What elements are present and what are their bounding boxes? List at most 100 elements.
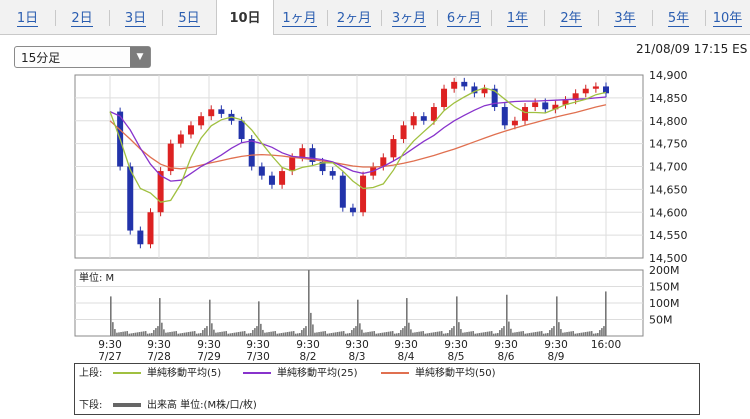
candle-body: [420, 116, 427, 121]
tab-separator: [381, 10, 382, 26]
volume-bar: [490, 331, 493, 336]
volume-bar: [542, 333, 545, 336]
volume-bar: [128, 333, 131, 336]
volume-bar: [122, 331, 124, 336]
volume-bar: [146, 333, 149, 336]
tab-10[interactable]: 2年: [544, 0, 598, 34]
volume-bar: [424, 333, 427, 336]
legend-label-volume: 出来高 単位:(M株/口/枚): [147, 400, 257, 411]
volume-bar: [375, 333, 378, 336]
volume-bar: [478, 333, 481, 336]
volume-bar: [514, 332, 516, 336]
tab-12[interactable]: 5年: [652, 0, 705, 34]
volume-bar: [349, 333, 351, 336]
x-tick-time: 9:30: [296, 339, 320, 351]
x-tick-date: 8/9: [548, 351, 565, 363]
volume-bar: [227, 333, 230, 336]
tab-7[interactable]: 3ヶ月: [381, 0, 437, 34]
volume-bar: [580, 332, 583, 336]
tab-8[interactable]: 6ヶ月: [437, 0, 491, 34]
volume-bar: [206, 326, 208, 336]
volume-bar: [153, 330, 155, 336]
volume-bar: [592, 333, 595, 336]
volume-bar: [389, 331, 392, 336]
volume-bar: [138, 332, 141, 336]
candle-body: [157, 171, 164, 213]
volume-bar: [330, 333, 333, 336]
volume-bar: [336, 332, 339, 336]
volume-bar: [494, 333, 497, 336]
tab-11[interactable]: 3年: [598, 0, 652, 34]
sma50-line: [109, 104, 607, 170]
volume-bar: [130, 333, 133, 336]
legend-upper-row: 上段: 単純移動平均(5) 単純移動平均(25) 単純移動平均(50): [79, 367, 496, 381]
volume-bar: [590, 331, 593, 336]
volume-bar: [373, 331, 375, 336]
tab-3[interactable]: 5日: [162, 0, 216, 34]
volume-bar: [292, 331, 295, 336]
volume-bar: [189, 331, 192, 336]
volume-bar: [322, 331, 324, 336]
volume-bar: [161, 322, 163, 336]
volume-bar: [280, 333, 283, 336]
volume-bar: [594, 333, 597, 336]
volume-bar: [540, 331, 543, 336]
tab-1[interactable]: 2日: [55, 0, 109, 34]
interval-select[interactable]: 15分足 ▼: [14, 46, 151, 68]
candle-body: [582, 88, 589, 94]
tab-separator: [55, 10, 56, 26]
tab-separator: [544, 10, 545, 26]
volume-bar: [157, 326, 159, 336]
price-y-tick-label: 14,750: [649, 138, 688, 151]
volume-bar: [316, 332, 318, 336]
volume-bar: [562, 332, 564, 336]
volume-bar: [328, 333, 331, 336]
volume-bar: [320, 331, 322, 336]
tab-9[interactable]: 1年: [491, 0, 544, 34]
tab-0[interactable]: 1日: [0, 0, 55, 34]
tab-13[interactable]: 10年: [705, 0, 750, 34]
tab-4[interactable]: 10日: [216, 0, 274, 35]
tab-2[interactable]: 3日: [109, 0, 162, 34]
volume-y-tick-label: 200M: [649, 264, 680, 277]
volume-bar: [586, 331, 589, 336]
volume-bar: [547, 333, 549, 336]
candle-body: [390, 139, 397, 158]
volume-bar: [418, 331, 420, 336]
tab-5[interactable]: 1ヶ月: [272, 0, 327, 34]
volume-bar: [393, 333, 396, 336]
candle-body: [299, 148, 306, 158]
candle-body: [349, 207, 356, 213]
tab-separator: [705, 10, 706, 26]
candle-body: [572, 93, 579, 101]
volume-bar: [151, 333, 153, 336]
volume-bar: [564, 332, 566, 336]
volume-bar: [398, 333, 400, 336]
candle-body: [309, 148, 316, 162]
price-y-tick-label: 14,550: [649, 229, 688, 242]
legend-item-sma50: 単純移動平均(50): [377, 367, 496, 381]
legend-swatch-sma50: [381, 372, 409, 374]
volume-bar: [460, 329, 462, 336]
volume-bar: [245, 333, 248, 336]
volume-bar: [262, 329, 264, 336]
candle-body: [238, 120, 245, 140]
volume-bar: [458, 322, 460, 336]
x-tick-time: 9:30: [197, 339, 221, 351]
volume-bar: [492, 333, 495, 336]
volume-bar: [566, 332, 568, 336]
volume-bar: [286, 332, 289, 336]
candle-body: [400, 125, 407, 140]
candle-body: [218, 109, 225, 114]
volume-bar: [484, 332, 487, 336]
volume-bar: [126, 331, 128, 336]
tab-6[interactable]: 2ヶ月: [327, 0, 381, 34]
tab-label: 10年: [712, 11, 743, 27]
volume-bar: [520, 331, 522, 336]
x-tick-time: 9:30: [98, 339, 122, 351]
volume-bar: [436, 331, 439, 336]
candle-body: [339, 175, 346, 208]
tab-label: 1日: [16, 11, 39, 27]
volume-bar: [284, 332, 287, 336]
volume-bar: [270, 331, 272, 336]
